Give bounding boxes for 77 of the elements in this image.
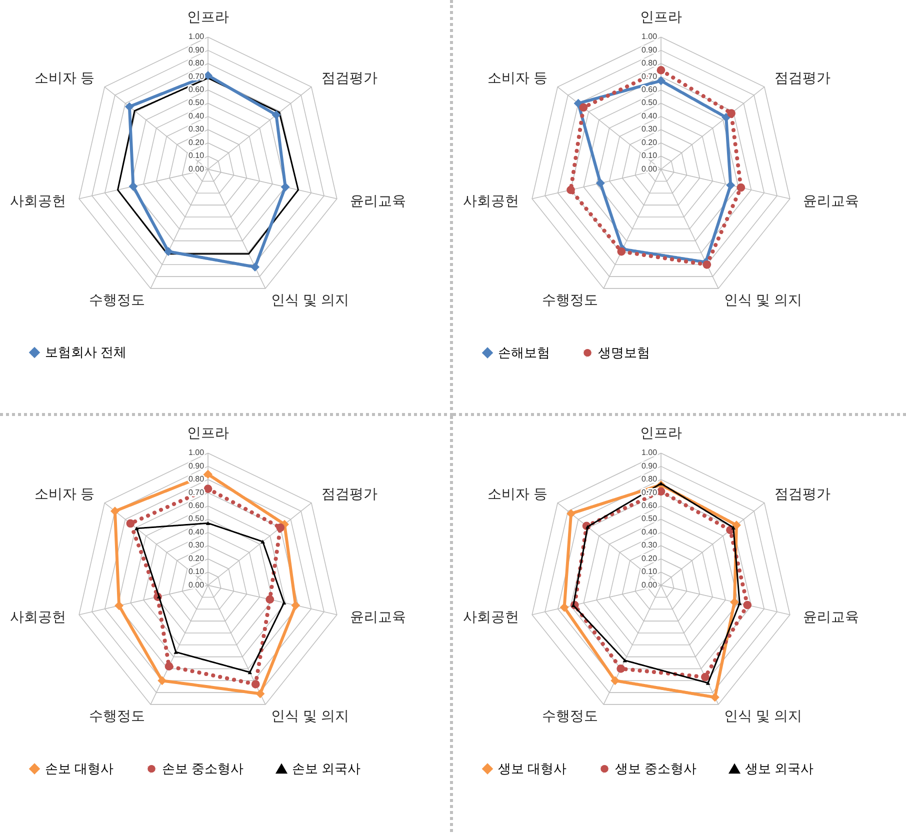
y-tick-label: 0.50 — [641, 98, 658, 108]
y-tick-label: 0.80 — [641, 474, 658, 484]
y-tick-label: 0.90 — [188, 461, 205, 470]
y-tick-label: 0.40 — [641, 111, 658, 120]
y-tick-label: 0.90 — [641, 461, 658, 470]
y-tick-label: 0.50 — [641, 514, 658, 524]
y-tick-label: 0.00 — [641, 164, 658, 174]
legend-label: 생보 외국사 — [745, 761, 814, 776]
y-tick-label: 0.10 — [188, 567, 205, 576]
spoke-label: 윤리교육 — [350, 608, 406, 625]
y-tick-label: 0.10 — [641, 151, 658, 160]
y-tick-label: 0.60 — [188, 84, 205, 94]
spoke-label: 인식 및 의지 — [724, 707, 802, 724]
y-tick-label: 1.00 — [188, 32, 205, 42]
spoke-label: 사회공헌 — [463, 192, 520, 209]
legend-label: 손보 외국사 — [292, 761, 361, 776]
y-tick-label: 0.70 — [188, 72, 205, 81]
y-tick-label: 0.90 — [188, 45, 205, 54]
y-tick-label: 0.00 — [188, 164, 205, 174]
y-tick-label: 0.20 — [188, 138, 205, 147]
y-tick-label: 1.00 — [641, 448, 658, 458]
y-tick-label: 0.80 — [641, 58, 658, 68]
legend-label: 생보 중소형사 — [615, 760, 697, 776]
y-tick-label: 0.30 — [188, 540, 205, 550]
spoke-label: 인프라 — [640, 8, 682, 24]
spoke-label: 사회공헌 — [10, 608, 66, 625]
spoke-label: 인식 및 의지 — [271, 291, 349, 308]
y-tick-label: 0.60 — [188, 500, 205, 510]
y-tick-label: 0.40 — [188, 111, 205, 120]
y-tick-label: 0.60 — [641, 500, 658, 510]
y-tick-label: 0.30 — [188, 124, 205, 134]
spoke-label: 인식 및 의지 — [271, 707, 349, 724]
y-tick-label: 0.40 — [188, 527, 205, 536]
y-tick-label: 0.90 — [641, 45, 658, 54]
y-tick-label: 0.60 — [641, 84, 658, 94]
spoke-label: 인프라 — [640, 424, 682, 440]
legend-label: 손보 대형사 — [45, 760, 114, 776]
y-tick-label: 0.20 — [188, 554, 205, 563]
legend-label: 손해보험 — [498, 344, 550, 360]
spoke-label: 점검평가 — [774, 486, 831, 502]
spoke-label: 수행정도 — [88, 707, 145, 724]
spoke-label: 수행정도 — [88, 291, 145, 308]
spoke-label: 소비자 등 — [487, 70, 548, 86]
y-tick-label: 0.30 — [641, 124, 658, 134]
y-tick-label: 0.20 — [641, 138, 658, 147]
spoke-label: 소비자 등 — [487, 486, 548, 502]
y-tick-label: 0.80 — [188, 58, 205, 68]
legend-label: 생보 대형사 — [498, 760, 567, 776]
y-tick-label: 0.30 — [641, 540, 658, 550]
spoke-label: 점검평가 — [322, 70, 378, 86]
y-tick-label: 1.00 — [188, 448, 205, 458]
spoke-label: 인식 및 의지 — [724, 291, 802, 308]
spoke-label: 인프라 — [187, 424, 229, 440]
spoke-label: 윤리교육 — [802, 192, 859, 209]
y-tick-label: 0.00 — [641, 580, 658, 590]
y-tick-label: 0.20 — [641, 554, 658, 563]
spoke-label: 수행정도 — [542, 707, 598, 724]
spoke-label: 윤리교육 — [350, 192, 406, 209]
y-tick-label: 0.50 — [188, 98, 205, 108]
spoke-label: 윤리교육 — [802, 608, 859, 625]
y-tick-label: 0.40 — [641, 527, 658, 536]
spoke-label: 점검평가 — [774, 70, 831, 86]
y-tick-label: 0.10 — [641, 567, 658, 576]
spoke-label: 소비자 등 — [34, 70, 94, 86]
y-tick-label: 1.00 — [641, 32, 658, 42]
y-tick-label: 0.50 — [188, 514, 205, 524]
y-tick-label: 0.10 — [188, 151, 205, 160]
y-tick-label: 0.00 — [188, 580, 205, 590]
legend-label: 보험회사 전체 — [45, 344, 127, 360]
legend-label: 손보 중소형사 — [162, 760, 244, 776]
spoke-label: 사회공헌 — [10, 192, 66, 209]
spoke-label: 점검평가 — [322, 486, 378, 502]
spoke-label: 소비자 등 — [34, 486, 94, 502]
legend-label: 생명보험 — [598, 344, 650, 360]
spoke-label: 인프라 — [187, 8, 229, 24]
spoke-label: 수행정도 — [542, 291, 598, 308]
spoke-label: 사회공헌 — [463, 608, 520, 625]
